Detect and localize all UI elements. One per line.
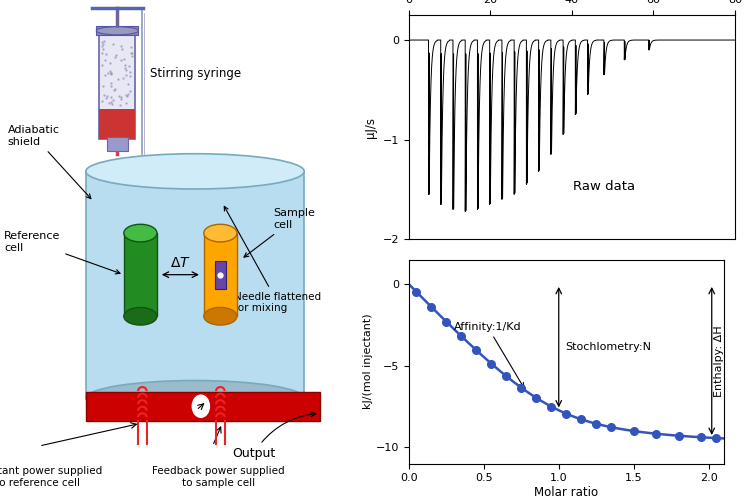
- FancyBboxPatch shape: [86, 392, 320, 421]
- Text: Stirring syringe: Stirring syringe: [150, 67, 242, 80]
- FancyBboxPatch shape: [215, 261, 226, 289]
- Ellipse shape: [86, 381, 304, 416]
- Ellipse shape: [204, 224, 237, 242]
- FancyBboxPatch shape: [124, 233, 157, 317]
- Text: Output: Output: [232, 412, 316, 460]
- Text: Enthalpy: ΔH: Enthalpy: ΔH: [713, 325, 724, 397]
- Y-axis label: µJ/s: µJ/s: [364, 117, 377, 138]
- Text: Reference
cell: Reference cell: [4, 231, 120, 274]
- FancyBboxPatch shape: [100, 35, 135, 139]
- Text: Affinity:1/Kd: Affinity:1/Kd: [454, 322, 524, 388]
- Text: Needle flattened
for mixing: Needle flattened for mixing: [224, 206, 321, 313]
- Ellipse shape: [204, 307, 237, 325]
- FancyBboxPatch shape: [204, 233, 237, 317]
- Text: Adiabatic
shield: Adiabatic shield: [8, 125, 91, 199]
- FancyBboxPatch shape: [100, 109, 135, 139]
- Ellipse shape: [124, 307, 157, 325]
- Text: Constant power supplied
to reference cell: Constant power supplied to reference cel…: [0, 466, 102, 488]
- Text: Feedback power supplied
to sample cell: Feedback power supplied to sample cell: [152, 466, 285, 488]
- Text: Raw data: Raw data: [574, 180, 635, 193]
- X-axis label: Molar ratio: Molar ratio: [534, 486, 598, 499]
- FancyBboxPatch shape: [96, 26, 139, 35]
- Ellipse shape: [124, 224, 157, 242]
- FancyBboxPatch shape: [106, 137, 128, 151]
- Text: Stochlometry:N: Stochlometry:N: [565, 342, 651, 352]
- Text: $\Delta$T: $\Delta$T: [170, 256, 190, 270]
- Ellipse shape: [96, 27, 139, 35]
- Circle shape: [192, 395, 209, 417]
- Y-axis label: kJ/(mol injectant): kJ/(mol injectant): [363, 314, 373, 409]
- FancyBboxPatch shape: [86, 171, 304, 398]
- Ellipse shape: [86, 154, 304, 189]
- Text: Sample
cell: Sample cell: [244, 209, 315, 257]
